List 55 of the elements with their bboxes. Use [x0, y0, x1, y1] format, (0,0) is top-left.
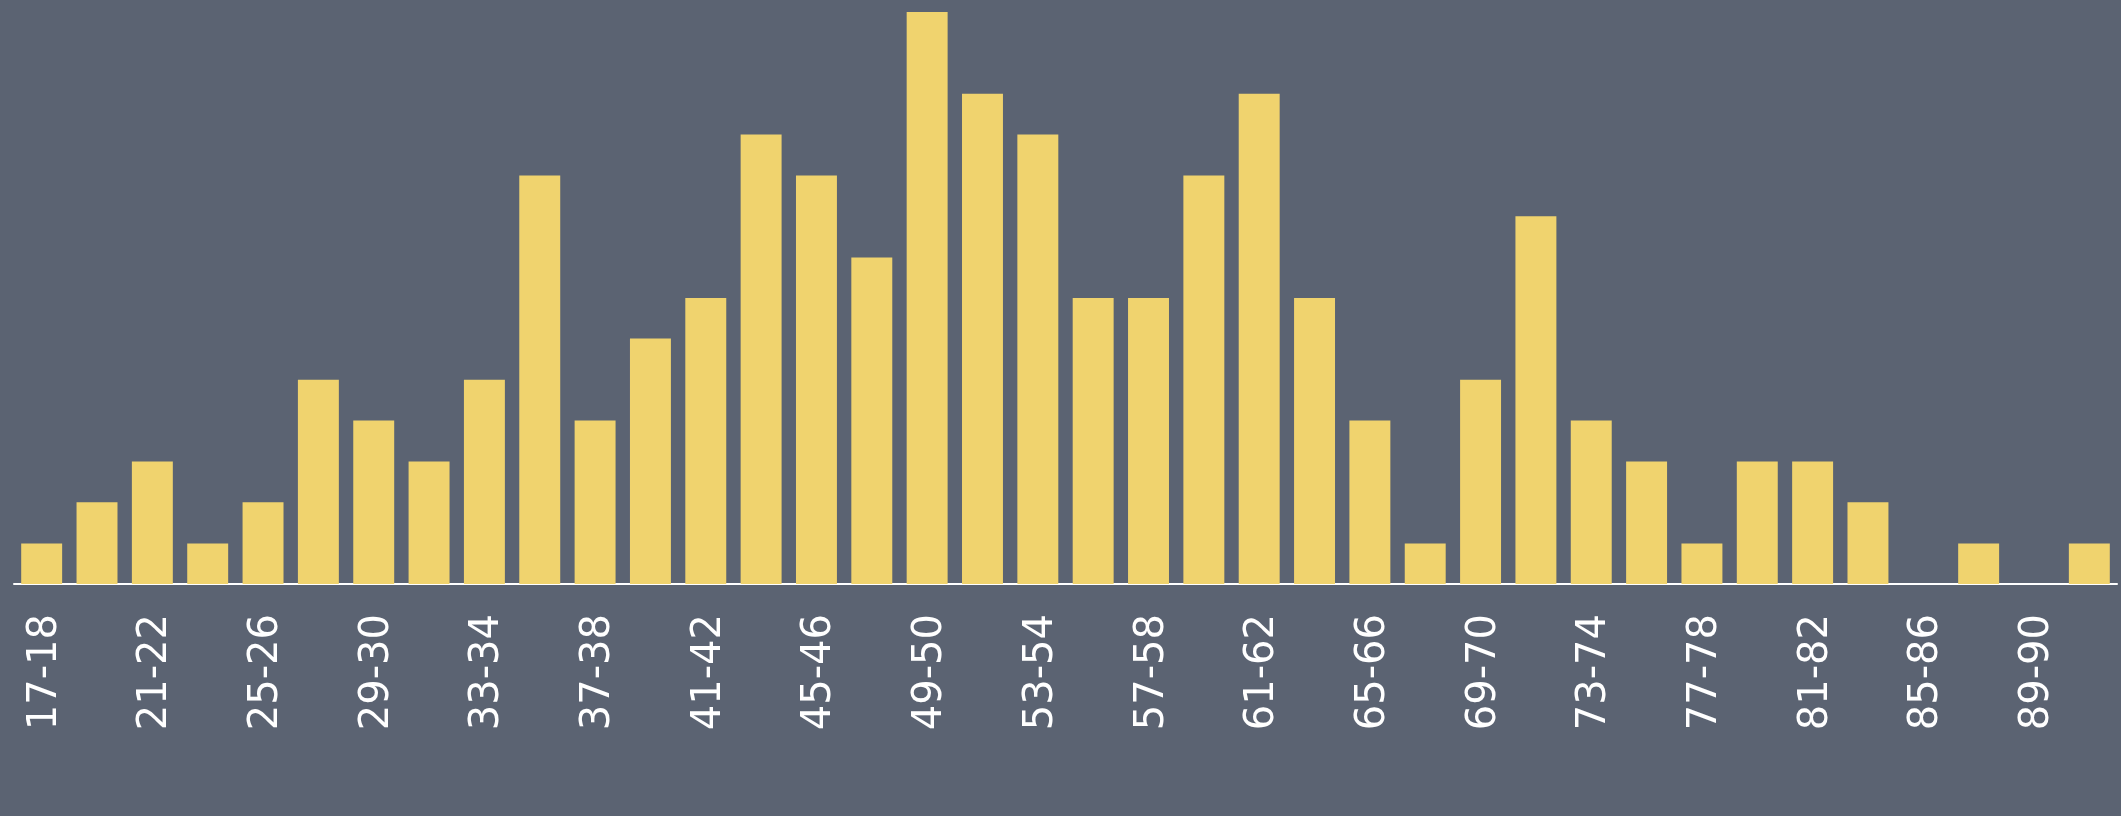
x-tick-label: 73-74 [1568, 614, 1615, 731]
x-tick-label: 17-18 [18, 614, 65, 731]
bar [187, 543, 229, 584]
x-tick-label: 61-62 [1236, 614, 1283, 731]
bar [1570, 420, 1612, 584]
bar [2068, 543, 2110, 584]
x-tick-label: 65-66 [1346, 614, 1393, 731]
bar [851, 257, 893, 584]
x-tick-label: 57-58 [1125, 614, 1172, 731]
bar [519, 175, 561, 584]
bar [685, 298, 727, 584]
bar [1128, 298, 1169, 584]
bar [1238, 93, 1280, 584]
bar [629, 338, 671, 584]
x-tick-label: 85-86 [1900, 614, 1947, 731]
bar [21, 543, 63, 584]
x-tick-label: 37-38 [572, 614, 619, 731]
x-tick-label: 89-90 [2010, 614, 2057, 731]
bar [1792, 461, 1834, 584]
bar [906, 12, 948, 584]
bar [408, 461, 450, 584]
bar [740, 134, 782, 584]
bar [297, 379, 339, 584]
bar [76, 502, 118, 584]
bar [1183, 175, 1225, 584]
x-tick-label: 29-30 [350, 614, 397, 731]
bar [1515, 216, 1557, 584]
bar [1847, 502, 1889, 584]
bar [242, 502, 284, 584]
bar [962, 93, 1003, 584]
bar [1958, 543, 2000, 584]
bar [1404, 543, 1446, 584]
bar [1681, 543, 1723, 584]
bar [574, 420, 616, 584]
bar [1072, 298, 1114, 584]
bar [1460, 379, 1502, 584]
bar [795, 175, 837, 584]
bar [1736, 461, 1778, 584]
bar [1017, 134, 1059, 584]
bar [1626, 461, 1668, 584]
bar [353, 420, 395, 584]
x-tick-label: 69-70 [1457, 614, 1504, 731]
x-tick-label: 81-82 [1789, 614, 1836, 731]
bar [1349, 420, 1391, 584]
x-tick-label: 33-34 [461, 614, 508, 731]
x-tick-label: 25-26 [240, 614, 287, 731]
x-tick-label: 21-22 [129, 614, 176, 731]
bar [1294, 298, 1336, 584]
bar [463, 379, 505, 584]
x-tick-label: 77-78 [1678, 614, 1725, 731]
x-tick-label: 41-42 [682, 614, 729, 731]
x-tick-label: 49-50 [904, 614, 951, 731]
x-tick-label: 53-54 [1014, 614, 1061, 731]
bar [131, 461, 173, 584]
x-tick-label: 45-46 [793, 614, 840, 731]
